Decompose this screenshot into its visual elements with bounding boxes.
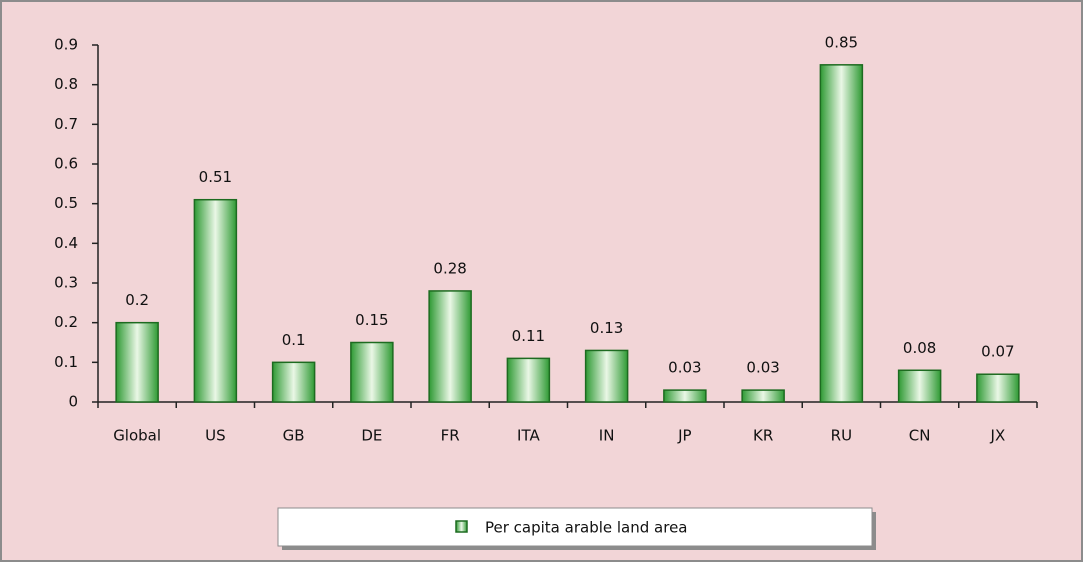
x-tick-label: DE (361, 427, 382, 445)
x-tick-label: KR (753, 427, 773, 445)
bar (428, 290, 472, 403)
bar (506, 357, 551, 403)
x-tick-label: US (205, 427, 226, 445)
data-label: 0.15 (355, 311, 388, 329)
x-tick-label: JP (677, 427, 691, 445)
y-tick-label: 0.2 (54, 313, 78, 331)
y-tick-label: 0.3 (54, 274, 78, 292)
x-tick-label: Global (113, 427, 161, 445)
x-tick-label: CN (909, 427, 931, 445)
bar (976, 373, 1020, 403)
bar (271, 361, 316, 403)
data-label: 0.08 (903, 339, 936, 357)
y-tick-label: 0.5 (54, 194, 78, 212)
x-tick-label: JX (990, 427, 1006, 445)
bar (663, 389, 707, 403)
y-tick-label: 0.1 (54, 353, 78, 371)
data-label: 0.1 (282, 331, 306, 349)
bar (584, 349, 629, 403)
y-tick-label: 0.9 (54, 36, 78, 54)
legend-marker (455, 520, 468, 533)
bar (897, 369, 942, 403)
data-label: 0.03 (668, 359, 701, 377)
bar (819, 64, 864, 403)
data-label: 0.11 (512, 327, 545, 345)
data-label: 0.51 (199, 168, 232, 186)
y-tick-label: 0.6 (54, 155, 78, 173)
legend (277, 507, 873, 547)
bar (350, 341, 394, 403)
x-tick-label: RU (831, 427, 852, 445)
bar (741, 389, 785, 403)
x-tick-label: GB (283, 427, 305, 445)
data-label: 0.13 (590, 319, 623, 337)
y-tick-label: 0 (68, 393, 78, 411)
data-label: 0.07 (981, 343, 1014, 361)
bar (193, 198, 238, 403)
data-label: 0.2 (125, 291, 149, 309)
legend-label: Per capita arable land area (485, 519, 688, 537)
x-tick-label: FR (441, 427, 460, 445)
x-tick-label: ITA (517, 427, 540, 445)
y-tick-label: 0.7 (54, 115, 78, 133)
x-tick-label: IN (599, 427, 615, 445)
data-label: 0.85 (825, 33, 858, 51)
data-label: 0.28 (433, 259, 466, 277)
bar (115, 321, 159, 403)
data-label: 0.03 (746, 359, 779, 377)
y-tick-label: 0.4 (54, 234, 78, 252)
y-tick-label: 0.8 (54, 75, 78, 93)
